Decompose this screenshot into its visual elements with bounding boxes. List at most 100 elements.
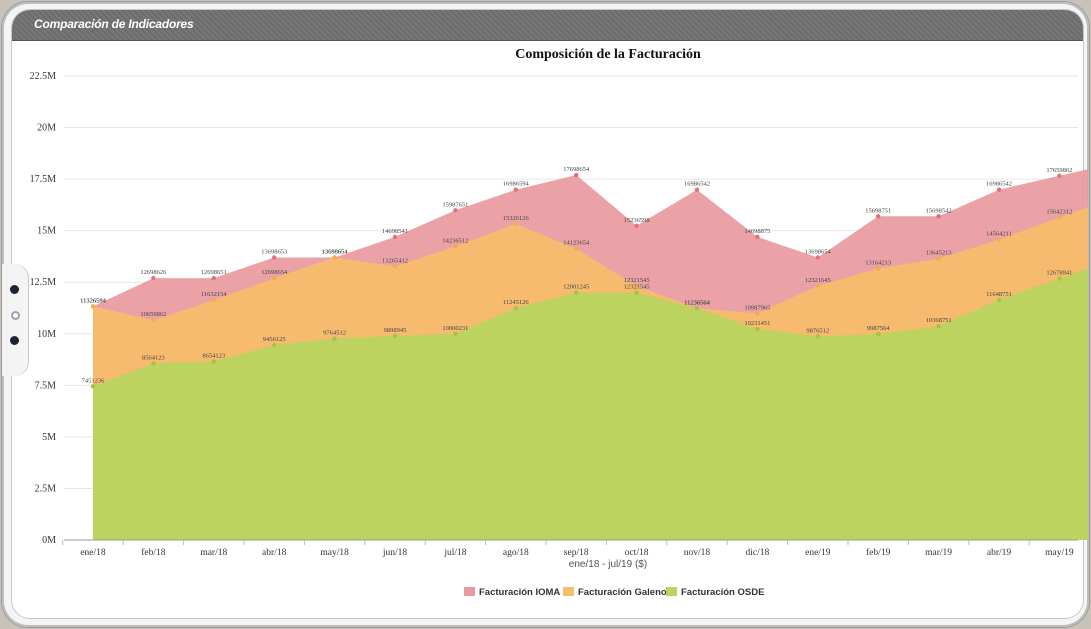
data-label: 14698541	[382, 228, 408, 235]
data-label: 9876512	[806, 327, 829, 334]
data-point[interactable]	[996, 237, 1002, 242]
x-axis-label: ene/18 - jul/19 ($)	[569, 559, 647, 570]
x-tick-label: feb/18	[141, 547, 166, 558]
data-label: 12698654	[261, 269, 288, 276]
data-point[interactable]	[332, 255, 337, 260]
y-tick-label: 15M	[37, 226, 56, 237]
legend: Facturación IOMA Facturación Galeno Factur…	[464, 587, 764, 598]
data-point[interactable]	[513, 187, 518, 192]
data-point[interactable]	[151, 317, 156, 323]
data-point[interactable]	[453, 331, 458, 336]
data-label: 12321645	[805, 277, 831, 284]
legend-label[interactable]: Facturación IOMA	[479, 587, 560, 598]
data-point[interactable]	[815, 255, 820, 260]
data-label: 11236564	[684, 299, 711, 306]
data-label: 11648751	[986, 291, 1012, 298]
data-point[interactable]	[936, 323, 941, 329]
nav-dot-icon[interactable]	[10, 285, 19, 294]
data-point[interactable]	[755, 326, 760, 332]
data-label: 11326594	[80, 297, 107, 304]
data-point[interactable]	[634, 290, 639, 295]
data-point[interactable]	[876, 331, 881, 337]
data-label: 14123654	[563, 240, 590, 247]
data-point[interactable]	[513, 305, 518, 311]
data-point[interactable]	[332, 336, 337, 341]
chart-title: Composición de la Facturación	[515, 47, 701, 62]
data-point[interactable]	[392, 234, 398, 240]
data-point[interactable]	[151, 275, 156, 281]
data-point[interactable]	[453, 244, 458, 249]
data-point[interactable]	[574, 290, 579, 295]
data-label: 10659862	[140, 311, 166, 318]
data-point[interactable]	[815, 334, 820, 339]
legend-swatch[interactable]	[563, 587, 574, 596]
y-tick-label: 20M	[37, 123, 56, 134]
y-tick-label: 7.5M	[35, 380, 57, 391]
legend-swatch[interactable]	[666, 587, 677, 596]
x-tick-label: nov/18	[684, 548, 711, 558]
data-point[interactable]	[574, 172, 579, 178]
y-tick-label: 0M	[42, 535, 56, 546]
data-point[interactable]	[755, 234, 760, 240]
data-point[interactable]	[211, 275, 216, 281]
area-layer	[93, 169, 1088, 540]
data-point[interactable]	[1057, 173, 1062, 179]
data-point[interactable]	[936, 214, 941, 219]
x-tick-label: ago/18	[503, 548, 529, 558]
data-point[interactable]	[996, 187, 1002, 192]
x-tick-label: oct/18	[625, 548, 649, 558]
data-point[interactable]	[211, 359, 216, 364]
data-point[interactable]	[211, 297, 216, 303]
data-point[interactable]	[634, 223, 639, 228]
x-tick-label: sep/18	[564, 548, 589, 558]
data-label: 11632154	[201, 291, 228, 298]
nav-dot-icon[interactable]	[10, 336, 19, 345]
data-point[interactable]	[392, 264, 398, 269]
data-point[interactable]	[272, 275, 277, 281]
data-point[interactable]	[815, 283, 820, 289]
data-point[interactable]	[694, 187, 700, 192]
y-tick-label: 17.5M	[30, 174, 57, 185]
y-tick-label: 5M	[42, 432, 56, 443]
x-tick-label: ene/18	[80, 548, 106, 558]
x-tick-label: ene/19	[805, 548, 831, 558]
data-point[interactable]	[392, 333, 398, 339]
data-label: 13645213	[926, 250, 952, 257]
data-label: 17698654	[563, 166, 590, 173]
data-label: 11326594	[80, 297, 107, 304]
data-point[interactable]	[151, 361, 156, 366]
data-point[interactable]	[755, 311, 760, 316]
legend-label[interactable]: Facturación OSDE	[681, 587, 764, 598]
data-label: 16986594	[503, 181, 530, 188]
nav-dot-active-icon[interactable]	[11, 311, 20, 320]
data-point[interactable]	[453, 208, 458, 213]
data-point[interactable]	[634, 283, 639, 289]
data-label: 9898945	[384, 327, 407, 334]
data-point[interactable]	[272, 255, 277, 260]
data-label: 12698651	[201, 269, 227, 276]
legend-label[interactable]: Facturación Galeno	[578, 587, 667, 598]
side-handle	[2, 264, 28, 376]
data-point[interactable]	[513, 221, 518, 227]
data-label: 15698751	[865, 207, 891, 214]
legend-swatch[interactable]	[464, 587, 475, 596]
data-point[interactable]	[936, 256, 941, 261]
data-point[interactable]	[996, 297, 1002, 302]
data-label: 8564123	[142, 354, 165, 361]
data-point[interactable]	[1057, 276, 1062, 281]
data-label: 11236564	[684, 299, 711, 306]
data-point[interactable]	[90, 384, 96, 389]
area-osde	[93, 268, 1088, 540]
data-point[interactable]	[574, 246, 579, 251]
data-point[interactable]	[1057, 215, 1062, 220]
data-point[interactable]	[694, 306, 700, 311]
data-label: 12678941	[1046, 270, 1072, 277]
panel-title: Comparación de Indicadores	[34, 17, 194, 31]
data-point[interactable]	[272, 342, 277, 348]
x-tick-label: dic/18	[746, 548, 770, 558]
data-point[interactable]	[90, 304, 96, 309]
data-label: 13698654	[805, 249, 832, 256]
data-point[interactable]	[876, 214, 881, 219]
x-tick-label: feb/19	[866, 547, 891, 558]
data-point[interactable]	[876, 266, 881, 271]
